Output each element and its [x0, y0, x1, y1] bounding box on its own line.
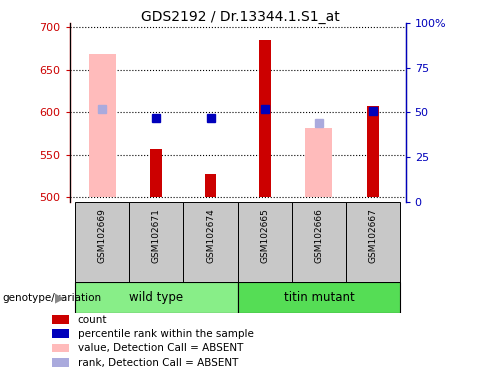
Bar	[89, 54, 116, 197]
Bar	[183, 202, 238, 282]
Bar	[52, 358, 69, 367]
Text: wild type: wild type	[129, 291, 183, 304]
Bar	[346, 202, 400, 282]
Bar	[150, 149, 162, 197]
Text: count: count	[78, 314, 107, 325]
Bar	[52, 329, 69, 338]
Bar	[75, 282, 238, 313]
Bar	[52, 315, 69, 324]
Text: GSM102674: GSM102674	[206, 208, 215, 263]
Bar	[305, 127, 333, 197]
Text: genotype/variation: genotype/variation	[2, 293, 102, 303]
Bar	[129, 202, 183, 282]
Bar	[238, 282, 400, 313]
Text: rank, Detection Call = ABSENT: rank, Detection Call = ABSENT	[78, 358, 238, 368]
Bar	[75, 202, 129, 282]
Bar	[259, 40, 271, 197]
Bar	[292, 202, 346, 282]
Text: GSM102667: GSM102667	[369, 208, 378, 263]
Text: GSM102669: GSM102669	[97, 208, 107, 263]
Text: GSM102666: GSM102666	[314, 208, 324, 263]
Text: value, Detection Call = ABSENT: value, Detection Call = ABSENT	[78, 343, 243, 353]
Text: percentile rank within the sample: percentile rank within the sample	[78, 329, 253, 339]
Text: GSM102671: GSM102671	[152, 208, 161, 263]
Text: GSM102665: GSM102665	[260, 208, 269, 263]
Text: ▶: ▶	[55, 291, 65, 304]
Bar	[204, 174, 216, 197]
Text: GDS2192 / Dr.13344.1.S1_at: GDS2192 / Dr.13344.1.S1_at	[141, 10, 339, 23]
Bar	[367, 106, 379, 197]
Bar	[238, 202, 292, 282]
Bar	[52, 344, 69, 353]
Text: titin mutant: titin mutant	[284, 291, 354, 304]
